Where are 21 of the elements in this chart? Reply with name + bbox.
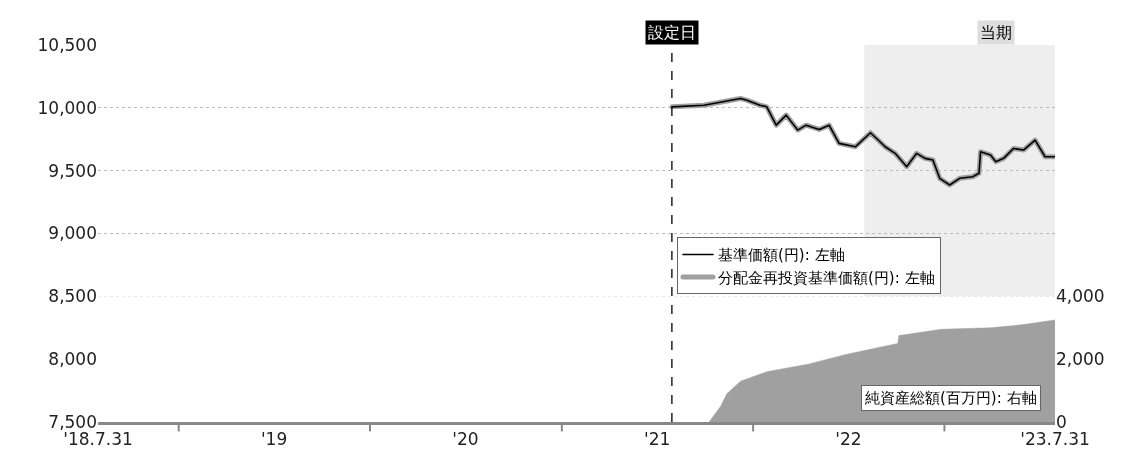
- x-tick-label: '21: [644, 429, 671, 450]
- legend-label: 基準価額(円): 左軸: [717, 246, 845, 265]
- y-tick-label: 9,500: [48, 160, 97, 181]
- x-tick-label: '19: [260, 429, 288, 450]
- y-tick-label: 10,000: [37, 97, 97, 118]
- ref-line-label: 設定日: [648, 23, 696, 42]
- y-tick-label: 8,500: [48, 286, 97, 307]
- y-tick-label: 8,000: [48, 349, 97, 370]
- band-label: 当期: [980, 23, 1012, 42]
- y2-tick-label: 4,000: [1056, 286, 1105, 307]
- y2-tick-label: 2,000: [1056, 349, 1105, 370]
- x-tick-label: '18.7.31: [63, 429, 133, 450]
- x-tick-label: '23.7.31: [1020, 429, 1090, 450]
- y-tick-label: 9,000: [48, 223, 97, 244]
- legend-label: 分配金再投資基準価額(円): 左軸: [717, 268, 935, 287]
- x-tick-label: '22: [835, 429, 862, 450]
- x-tick-label: '20: [452, 429, 479, 450]
- y-tick-label: 7,500: [48, 411, 97, 432]
- series-label: 純資産総額(百万円): 右軸: [865, 389, 1037, 407]
- y2-tick-label: 0: [1056, 411, 1067, 432]
- y-tick-label: 10,500: [37, 34, 97, 55]
